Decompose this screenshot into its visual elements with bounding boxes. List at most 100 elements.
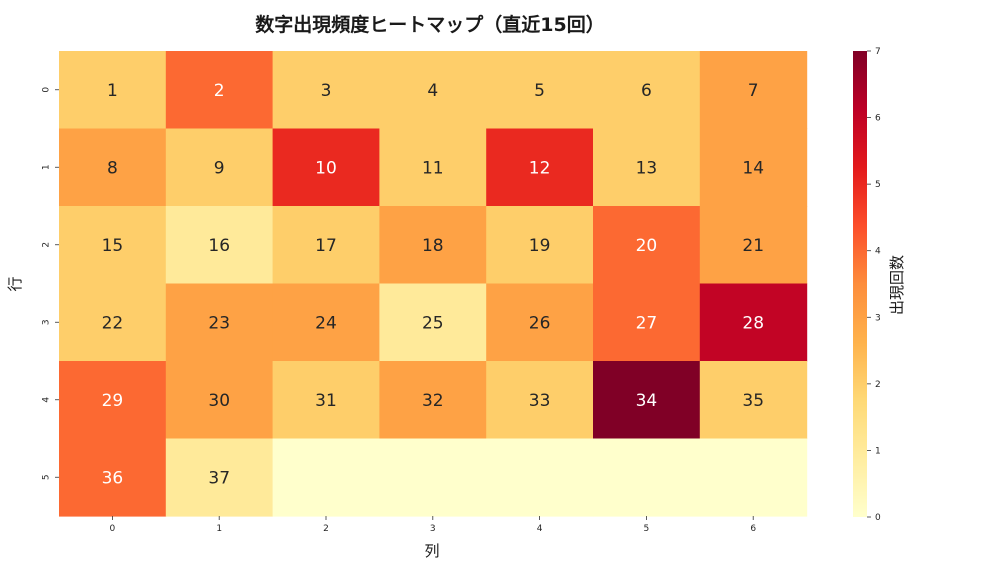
cell-annotation: 36 — [102, 468, 124, 488]
y-tick-label: 1 — [42, 164, 52, 170]
cell-annotation: 19 — [529, 236, 551, 256]
cell-annotation: 34 — [636, 391, 658, 411]
cell-annotation: 10 — [315, 158, 337, 178]
heatmap-cell — [59, 51, 167, 130]
cell-annotation: 23 — [208, 313, 230, 333]
heatmap-cell — [379, 361, 487, 440]
cell-annotation: 5 — [534, 81, 545, 101]
cell-annotation: 1 — [107, 81, 118, 101]
heatmap-cells — [59, 51, 808, 517]
cell-annotation: 25 — [422, 313, 444, 333]
colorbar-tick-label: 2 — [875, 380, 881, 390]
cell-annotation: 11 — [422, 158, 444, 178]
x-tick-label: 3 — [430, 524, 436, 534]
y-axis-label: 行 — [6, 276, 24, 291]
chart-title: 数字出現頻度ヒートマップ（直近15回） — [255, 13, 604, 36]
colorbar-tick-label: 3 — [875, 313, 881, 323]
heatmap-cell — [699, 361, 808, 440]
cell-annotation: 20 — [636, 236, 658, 256]
x-tick-label: 4 — [537, 524, 543, 534]
heatmap-cell — [593, 361, 701, 440]
heatmap-cell — [486, 51, 594, 130]
cell-annotation: 29 — [102, 391, 124, 411]
heatmap-cell — [59, 438, 167, 517]
colorbar-tick-label: 4 — [875, 247, 881, 257]
heatmap-cell — [379, 438, 487, 517]
heatmap-cell — [272, 128, 380, 207]
x-tick-label: 2 — [323, 524, 329, 534]
cell-annotation: 12 — [529, 158, 551, 178]
y-tick-label: 2 — [42, 242, 52, 248]
colorbar-ticks: 0 1 2 3 4 5 6 7 — [867, 47, 881, 523]
cell-annotation: 31 — [315, 391, 337, 411]
heatmap-cell — [593, 206, 701, 285]
heatmap-cell — [59, 361, 167, 440]
heatmap-cell — [379, 51, 487, 130]
heatmap-cell — [486, 128, 594, 207]
cell-annotation: 2 — [214, 81, 225, 101]
cell-annotation: 3 — [321, 81, 332, 101]
heatmap-cell — [165, 206, 274, 285]
heatmap-cell — [379, 283, 487, 362]
heatmap-cell — [699, 206, 808, 285]
y-tick-label: 3 — [42, 319, 52, 325]
colorbar-tick-label: 1 — [875, 446, 881, 456]
cell-annotation: 33 — [529, 391, 551, 411]
heatmap-cell — [165, 283, 274, 362]
colorbar-tick-label: 7 — [875, 47, 881, 57]
cell-annotation: 9 — [214, 158, 225, 178]
heatmap-cell — [272, 438, 380, 517]
x-tick-label: 1 — [216, 524, 222, 534]
heatmap-cell — [272, 361, 380, 440]
heatmap-cell — [486, 438, 594, 517]
colorbar-tick-label: 0 — [875, 513, 881, 523]
cell-annotation: 27 — [636, 313, 658, 333]
heatmap-cell — [593, 283, 701, 362]
cell-annotation: 6 — [641, 81, 652, 101]
x-axis-ticks: 0 1 2 3 4 5 6 — [110, 516, 756, 534]
heatmap-cell — [59, 128, 167, 207]
x-tick-label: 6 — [750, 524, 756, 534]
x-tick-label: 0 — [110, 524, 116, 534]
y-axis-ticks: 0 1 2 3 4 5 — [42, 87, 59, 480]
heatmap-cell — [486, 206, 594, 285]
heatmap-cell — [486, 283, 594, 362]
x-axis-label: 列 — [424, 542, 439, 560]
x-tick-label: 5 — [644, 524, 650, 534]
cell-annotation: 16 — [208, 236, 230, 256]
cell-annotation: 22 — [102, 313, 124, 333]
cell-annotation: 14 — [742, 158, 764, 178]
colorbar-tick-label: 6 — [875, 114, 881, 124]
cell-annotation: 18 — [422, 236, 444, 256]
colorbar-label: 出現回数 — [888, 255, 906, 315]
heatmap-cell — [699, 283, 808, 362]
heatmap-cell — [486, 361, 594, 440]
heatmap-cell — [272, 206, 380, 285]
heatmap-cell — [272, 283, 380, 362]
heatmap-cell — [379, 206, 487, 285]
cell-annotation: 4 — [427, 81, 438, 101]
heatmap-cell — [165, 361, 274, 440]
cell-annotation: 32 — [422, 391, 444, 411]
cell-annotation: 13 — [636, 158, 658, 178]
heatmap-cell — [379, 128, 487, 207]
y-tick-label: 0 — [42, 87, 52, 93]
cell-annotation: 15 — [102, 236, 124, 256]
cell-annotation: 24 — [315, 313, 337, 333]
heatmap-cell — [593, 51, 701, 130]
y-tick-label: 5 — [42, 474, 52, 480]
heatmap-cell — [593, 128, 701, 207]
heatmap-cell — [699, 438, 808, 517]
heatmap-cell — [272, 51, 380, 130]
colorbar-tick-label: 5 — [875, 180, 881, 190]
heatmap-cell — [699, 128, 808, 207]
cell-annotation: 28 — [742, 313, 764, 333]
cell-annotation: 35 — [742, 391, 764, 411]
heatmap-cell — [593, 438, 701, 517]
heatmap-cell — [59, 206, 167, 285]
cell-annotation: 7 — [748, 81, 759, 101]
heatmap-cell — [699, 51, 808, 130]
